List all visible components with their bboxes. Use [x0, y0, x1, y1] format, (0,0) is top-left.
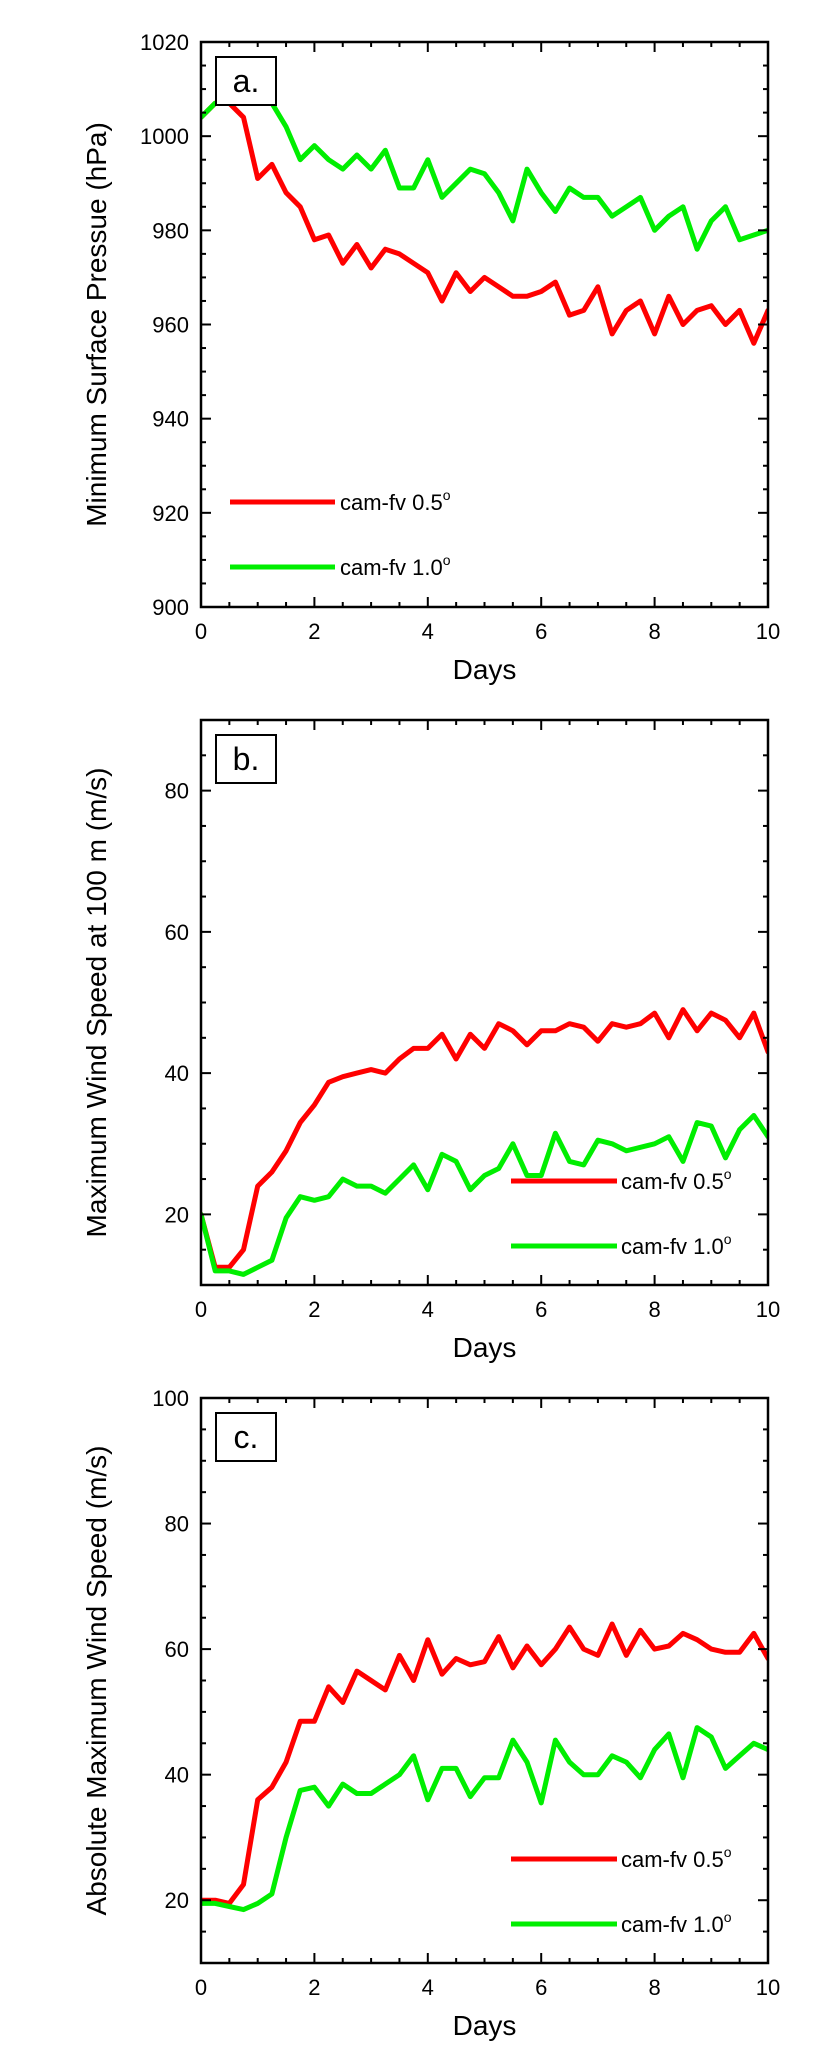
- x-tick-label: 2: [308, 1975, 320, 2000]
- x-tick-label: 8: [648, 1297, 660, 1322]
- y-tick-label: 1020: [140, 30, 189, 55]
- legend-label: cam-fv 0.5o: [621, 1166, 732, 1194]
- chart-panel-3: 0 2 4 6 8 10 20 40 60 80 100 Days Absolute Maximum W…: [81, 1386, 780, 2041]
- y-tick-label: 20: [165, 1888, 189, 1913]
- panel-label: c.: [234, 1419, 259, 1455]
- y-axis-label: Absolute Maximum Wind Speed (m/s): [81, 1446, 112, 1916]
- plot-frame: [199, 1396, 770, 1965]
- x-tick-label: 4: [422, 1975, 434, 2000]
- y-axis-label: Minimum Surface Pressue (hPa): [81, 122, 112, 527]
- legend-label: cam-fv 1.0o: [621, 1909, 732, 1937]
- x-tick-label: 2: [308, 619, 320, 644]
- y-tick-label: 60: [165, 1637, 189, 1662]
- legend-label: cam-fv 1.0o: [621, 1231, 732, 1259]
- y-tick-label: 20: [165, 1202, 189, 1227]
- panel-label: a.: [233, 63, 260, 99]
- legend: cam-fv 0.5o cam-fv 1.0o: [230, 487, 451, 580]
- y-tick-label: 40: [165, 1061, 189, 1086]
- series-line-green: [201, 96, 768, 252]
- y-tick-label: 1000: [140, 124, 189, 149]
- legend-label: cam-fv 0.5o: [340, 487, 451, 515]
- panel-label: b.: [233, 741, 260, 777]
- y-tick-label: 980: [152, 218, 189, 243]
- x-tick-label: 6: [535, 1975, 547, 2000]
- x-tick-label: 8: [648, 619, 660, 644]
- x-axis-label: Days: [453, 1332, 517, 1363]
- y-tick-label: 80: [165, 779, 189, 804]
- legend-label: cam-fv 0.5o: [621, 1844, 732, 1872]
- series-line-red: [201, 100, 768, 346]
- y-axis-label: Maximum Wind Speed at 100 m (m/s): [81, 768, 112, 1238]
- x-tick-label: 0: [195, 1297, 207, 1322]
- y-tick-label: 40: [165, 1763, 189, 1788]
- series-line-red: [201, 1621, 768, 1906]
- panel-label-box: [215, 56, 277, 106]
- x-axis-label: Days: [453, 654, 517, 685]
- y-tick-label: 80: [165, 1512, 189, 1537]
- x-tick-label: 10: [756, 619, 780, 644]
- chart-panel-2: 0 2 4 6 8 10 20 40 60 80 Days Maximum Wind Speed at…: [81, 718, 780, 1363]
- x-tick-label: 6: [535, 1297, 547, 1322]
- x-tick-label: 10: [756, 1297, 780, 1322]
- x-tick-label: 8: [648, 1975, 660, 2000]
- y-tick-label: 960: [152, 313, 189, 338]
- legend: cam-fv 0.5o cam-fv 1.0o: [511, 1166, 732, 1259]
- x-tick-label: 6: [535, 619, 547, 644]
- series-line-red: [201, 1007, 768, 1270]
- y-tick-label: 940: [152, 407, 189, 432]
- x-tick-label: 4: [422, 619, 434, 644]
- y-tick-label: 60: [165, 920, 189, 945]
- x-tick-label: 0: [195, 1975, 207, 2000]
- x-tick-label: 0: [195, 619, 207, 644]
- series-line-green: [201, 1113, 768, 1277]
- series-line-green: [201, 1725, 768, 1913]
- legend-label: cam-fv 1.0o: [340, 552, 451, 580]
- chart-panel-1: 0 2 4 6 8 10 900 920 940 960 980 1000 1020 Days Minimu…: [81, 30, 780, 685]
- x-axis-label: Days: [453, 2010, 517, 2041]
- y-tick-label: 900: [152, 595, 189, 620]
- panel-label-box: [215, 1412, 277, 1462]
- x-tick-label: 2: [308, 1297, 320, 1322]
- panel-label-box: [215, 734, 277, 784]
- plot-frame: [199, 718, 770, 1287]
- legend: cam-fv 0.5o cam-fv 1.0o: [511, 1844, 732, 1937]
- y-tick-label: 100: [152, 1386, 189, 1411]
- y-tick-label: 920: [152, 501, 189, 526]
- x-tick-label: 10: [756, 1975, 780, 2000]
- x-tick-label: 4: [422, 1297, 434, 1322]
